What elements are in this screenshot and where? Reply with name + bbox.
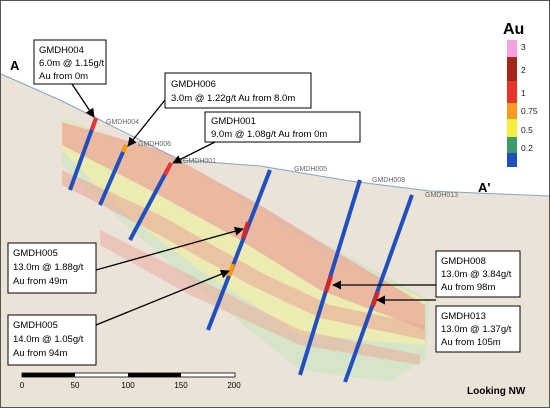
callout-text: Au from 105m <box>441 337 501 348</box>
drillhole <box>343 194 414 383</box>
legend-label: 2 <box>521 65 526 75</box>
ore-band <box>62 170 425 340</box>
scale-label: 150 <box>174 381 188 390</box>
ore-band <box>100 230 420 365</box>
legend-swatch <box>507 103 517 119</box>
legend-swatch <box>507 57 517 81</box>
hole-label: GMDH013 <box>425 192 458 199</box>
callout-hole: GMDH008 <box>441 256 486 267</box>
hole-label: GMDH008 <box>372 177 405 184</box>
drillhole <box>98 144 128 206</box>
drillhole-interval <box>324 275 333 293</box>
callout-text: 6.0m @ 1.15g/t <box>39 58 104 69</box>
callout-text: Au from 94m <box>13 348 67 359</box>
legend-swatch <box>507 40 517 57</box>
arrow <box>127 99 166 147</box>
callout-text: Au from 98m <box>441 282 495 293</box>
callout-hole: GMDH004 <box>39 45 84 56</box>
hole-label: GMDH006 <box>138 141 171 148</box>
hole-label: GMDH001 <box>183 158 216 165</box>
scale-bar-segment <box>22 373 75 377</box>
legend-swatch <box>507 153 517 167</box>
scale-label: 200 <box>227 381 241 390</box>
drillhole-interval <box>90 117 98 131</box>
legend-label: 1 <box>521 88 526 98</box>
legend-swatch <box>507 81 517 103</box>
drillhole-interval <box>163 162 173 176</box>
callout-box <box>204 111 361 143</box>
callout-box <box>164 72 312 109</box>
ore-band <box>62 122 425 330</box>
legend: Au 3 2 1 0.75 0.5 0.2 <box>503 21 538 167</box>
arrow <box>71 83 95 118</box>
arrow <box>95 269 230 326</box>
drillhole <box>206 169 272 331</box>
callout-hole: GMDH006 <box>171 79 216 90</box>
callout-hole: GMDH013 <box>441 311 486 322</box>
callout-hole: GMDH005 <box>13 248 58 259</box>
legend-label: 0.75 <box>521 106 538 116</box>
hole-label: GMDH004 <box>106 119 139 126</box>
drillhole-interval <box>371 291 380 307</box>
scale-label: 0 <box>20 381 25 390</box>
legend-swatch <box>507 137 517 153</box>
callout: GMDH004 6.0m @ 1.15g/t Au from 0m <box>33 39 107 118</box>
legend-title: Au <box>503 21 524 38</box>
callout-box <box>435 250 521 298</box>
callout-hole: GMDH005 <box>13 320 58 331</box>
legend-label: 0.2 <box>521 143 533 153</box>
callout: GMDH006 3.0m @ 1.22g/t Au from 8.0m <box>127 72 312 147</box>
callout-text: 9.0m @ 1.08g/t Au from 0m <box>211 129 327 140</box>
callout: GMDH001 9.0m @ 1.08g/t Au from 0m <box>172 111 361 164</box>
section-start: A <box>10 58 20 73</box>
callout-text: 13.0m @ 3.84g/t <box>441 269 512 280</box>
drillholes <box>68 117 414 383</box>
callout-text: Au from 0m <box>39 71 88 82</box>
callout-text: 3.0m @ 1.22g/t Au from 8.0m <box>171 93 295 104</box>
callout-box <box>435 305 521 353</box>
drillhole <box>68 117 98 191</box>
legend-label: 0.5 <box>521 125 533 135</box>
legend-label: 3 <box>521 42 526 52</box>
callout: GMDH008 13.0m @ 3.84g/t Au from 98m <box>332 250 521 298</box>
callout: GMDH005 13.0m @ 1.88g/t Au from 49m <box>7 226 244 294</box>
callout-box <box>33 39 107 85</box>
callout-text: 13.0m @ 1.37g/t <box>441 324 512 335</box>
callout-hole: GMDH001 <box>211 116 256 127</box>
scale-bar-segment <box>128 373 181 377</box>
section-end: A' <box>478 180 490 195</box>
scale-label: 50 <box>71 381 80 390</box>
legend-swatch <box>507 119 517 137</box>
callout: GMDH005 14.0m @ 1.05g/t Au from 94m <box>7 269 230 366</box>
callout-text: Au from 49m <box>13 276 67 287</box>
arrow <box>95 226 244 271</box>
scale-bar: 0 50 100 150 200 <box>20 372 241 390</box>
callout-box <box>7 314 97 366</box>
drillhole <box>128 162 173 241</box>
drillhole-interval <box>121 144 128 153</box>
arrow <box>172 141 216 164</box>
hole-label: GMDH005 <box>294 166 327 173</box>
callout-text: 13.0m @ 1.88g/t <box>13 262 84 273</box>
scale-label: 100 <box>121 381 135 390</box>
callout-box <box>7 242 97 294</box>
callout-text: 14.0m @ 1.05g/t <box>13 334 84 345</box>
callout: GMDH013 13.0m @ 1.37g/t Au from 105m <box>376 295 521 353</box>
view-direction: Looking NW <box>467 386 526 397</box>
